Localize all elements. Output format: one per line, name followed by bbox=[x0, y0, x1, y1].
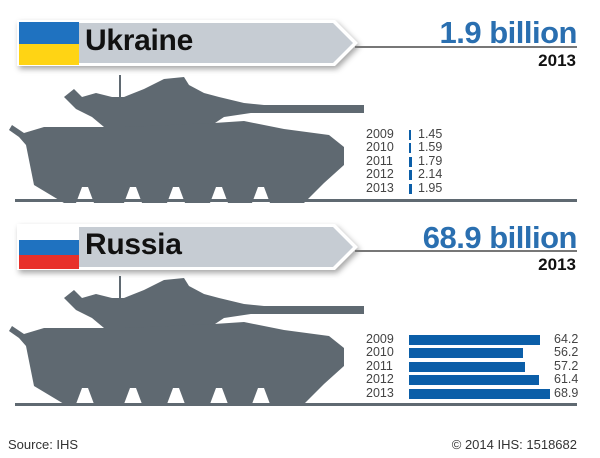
bar bbox=[409, 143, 412, 154]
bar-year: 2013 bbox=[366, 180, 394, 195]
country-name: Russia bbox=[85, 228, 182, 261]
flag-stripe-blue bbox=[19, 240, 79, 255]
headline-value: 1.9 billion bbox=[439, 15, 578, 50]
sign-arrow-shape bbox=[17, 20, 358, 66]
headline-rule bbox=[355, 46, 577, 48]
bar bbox=[409, 388, 550, 399]
ground-line bbox=[15, 199, 577, 202]
tank-silhouette-icon bbox=[9, 276, 364, 404]
bar-value: 61.4 bbox=[554, 372, 579, 387]
bar-year: 2009 bbox=[366, 332, 394, 346]
ukraine-panel: Ukraine 1.9 billion 2013 2009 1.45 2010 bbox=[0, 0, 600, 210]
flag-stripe-blue bbox=[19, 22, 79, 44]
bar-value: 68.9 bbox=[554, 385, 579, 400]
ukraine-sign: Ukraine bbox=[17, 20, 358, 67]
flag-stripe-yellow bbox=[19, 43, 79, 65]
bar-value: 64.2 bbox=[554, 332, 579, 346]
bar-year: 2011 bbox=[366, 358, 393, 373]
copyright-note: © 2014 IHS: 1518682 bbox=[451, 437, 577, 452]
bar-value: 1.59 bbox=[418, 140, 443, 155]
bar-value: 2.14 bbox=[418, 167, 443, 182]
headline-year: 2013 bbox=[538, 255, 576, 274]
bar bbox=[409, 375, 539, 386]
bar-value: 1.95 bbox=[418, 180, 443, 195]
ground-line bbox=[15, 403, 577, 406]
bar-value: 57.2 bbox=[554, 358, 579, 373]
bar-value: 1.79 bbox=[418, 153, 443, 168]
bar-year: 2011 bbox=[366, 153, 393, 168]
bar bbox=[409, 170, 413, 181]
bar bbox=[409, 130, 411, 140]
bar bbox=[409, 348, 523, 359]
bar bbox=[409, 361, 525, 372]
russia-flag bbox=[19, 226, 79, 269]
flag-stripe-red bbox=[19, 254, 79, 269]
bar bbox=[409, 183, 412, 194]
ukraine-flag bbox=[19, 22, 79, 65]
source-note: Source: IHS bbox=[8, 437, 79, 452]
russia-sign: Russia bbox=[17, 224, 358, 271]
bar-value: 1.45 bbox=[418, 127, 443, 141]
sign-arrow-shape bbox=[17, 224, 358, 270]
bar bbox=[409, 156, 412, 167]
country-name: Ukraine bbox=[85, 24, 193, 57]
bar-year: 2010 bbox=[366, 345, 394, 360]
bar bbox=[409, 335, 540, 345]
headline-year: 2013 bbox=[538, 51, 576, 70]
headline-rule bbox=[355, 250, 577, 252]
bar-year: 2012 bbox=[366, 372, 394, 387]
bar-value: 56.2 bbox=[554, 345, 579, 360]
bar-year: 2013 bbox=[366, 385, 394, 400]
flag-stripe-white bbox=[19, 226, 79, 241]
headline-value: 68.9 billion bbox=[422, 220, 578, 255]
bar-year: 2010 bbox=[366, 140, 394, 155]
bar-year: 2009 bbox=[366, 127, 394, 141]
bar-year: 2012 bbox=[366, 167, 394, 182]
russia-panel: Russia 68.9 billion 2013 2009 64.2 2010 bbox=[9, 220, 579, 406]
